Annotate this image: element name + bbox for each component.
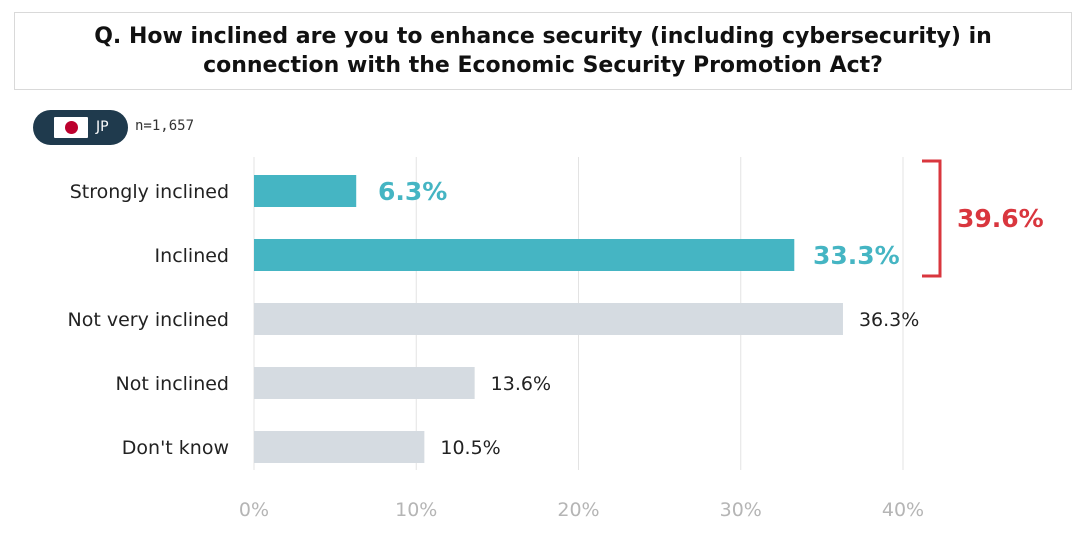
data-label: 33.3% [813,241,900,270]
data-label: 10.5% [440,437,500,459]
bar [254,431,425,463]
bracket [922,159,942,278]
bar [254,367,475,399]
x-tick-label: 30% [720,499,762,521]
chart-title-box: Q. How inclined are you to enhance secur… [14,12,1072,90]
country-code: JP [96,119,109,135]
category-label: Not inclined [116,373,229,395]
data-label: 36.3% [859,309,919,331]
data-label: 6.3% [378,177,447,206]
x-tick-label: 10% [395,499,437,521]
bar [254,303,843,335]
flag-sun-disc [65,121,78,134]
category-label: Strongly inclined [70,181,229,203]
data-label: 13.6% [491,373,551,395]
chart-title: Q. How inclined are you to enhance secur… [94,24,992,78]
category-label: Not very inclined [68,309,229,331]
x-tick-label: 0% [239,499,269,521]
bar [254,175,357,207]
category-label: Don't know [122,437,229,459]
sample-size: n=1,657 [135,118,195,134]
bracket-label: 39.6% [957,204,1044,233]
x-tick-label: 20% [557,499,599,521]
japan-flag-icon [54,117,88,138]
country-badge: JP [33,110,128,145]
x-tick-label: 40% [882,499,924,521]
category-label: Inclined [155,245,229,267]
bar [254,239,795,271]
